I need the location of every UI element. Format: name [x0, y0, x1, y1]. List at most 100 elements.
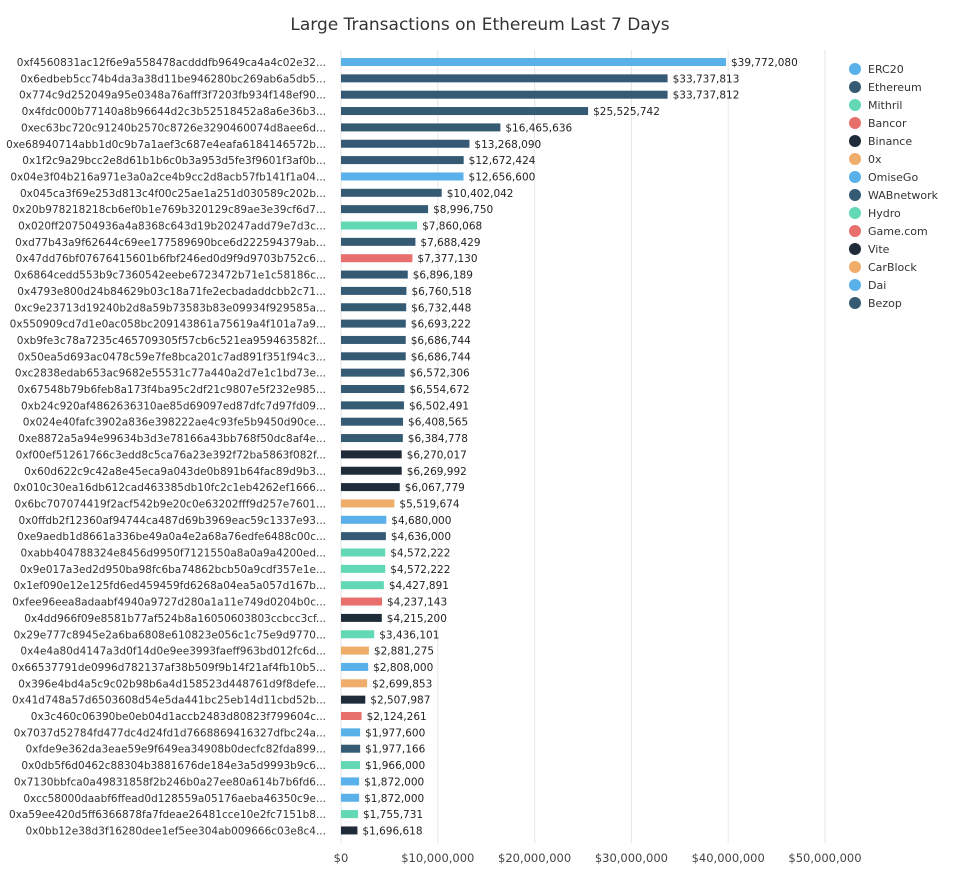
bar-value-label: $6,384,778: [408, 433, 468, 445]
category-labels: 0xf4560831ac12f6e9a558478acdddfb9649ca4a…: [6, 57, 326, 837]
legend-label: Bancor: [868, 117, 907, 130]
bar-value-label: $6,502,491: [409, 400, 469, 412]
bar: [341, 74, 668, 83]
bar: [341, 319, 406, 328]
bar-value-label: $16,465,636: [505, 122, 572, 134]
bar: [341, 254, 413, 263]
bar-category-label: 0x47dd76bf07676415601b6fbf246ed0d9f9d970…: [16, 253, 326, 265]
legend-label: Binance: [868, 135, 912, 148]
bar-category-label: 0x1f2c9a29bcc2e8d61b1b6c0b3a953d5fe3f960…: [22, 155, 326, 167]
legend-label: Hydro: [868, 207, 901, 220]
bar-category-label: 0xa59ee420d5ff6366878fa7fdeae26481cce10e…: [9, 809, 326, 821]
bar-category-label: 0x550909cd7d1e0ac058bc209143861a75619a4f…: [10, 319, 326, 331]
bar: [341, 483, 400, 492]
bar-value-label: $33,737,813: [673, 73, 740, 85]
x-tick-label: $30,000,000: [595, 851, 668, 865]
x-tick-label: $0: [334, 851, 349, 865]
legend-swatch: [849, 297, 861, 309]
bar-value-label: $6,067,779: [405, 482, 465, 494]
bar-category-label: 0x4793e800d24b84629b03c18a71fe2ecbadaddc…: [17, 286, 326, 298]
bar: [341, 499, 395, 508]
bar-value-label: $6,554,672: [409, 384, 469, 396]
bar-category-label: 0xabb404788324e8456d9950f7121550a8a0a9a4…: [21, 548, 326, 560]
legend: ERC20 Ethereum Mithril Bancor Binance 0x Omise…: [849, 63, 939, 310]
bar: [341, 548, 386, 557]
bar-value-label: $12,656,600: [469, 171, 536, 183]
bar-category-label: 0x0ffdb2f12360af94744ca487d69b3969eac59c…: [19, 515, 326, 527]
bar-category-label: 0xc2838edab653ac9682e55531c77a440a2d7e1c…: [15, 368, 326, 380]
bar-category-label: 0xf4560831ac12f6e9a558478acdddfb9649ca4a…: [17, 57, 326, 69]
bar-category-label: 0xfde9e362da3eae59e9f649ea34908b0decfc82…: [26, 744, 327, 756]
bar: [341, 58, 726, 66]
bar-value-label: $1,977,166: [365, 744, 425, 756]
bar-category-label: 0x010c30ea16db612cad463385db10fc2c1eb426…: [13, 482, 326, 494]
bar-category-label: 0x020ff207504936a4a8368c643d19b20247add7…: [18, 221, 326, 233]
bar-category-label: 0x0db5f6d0462c88304b3881676de184e3a5d999…: [21, 760, 326, 772]
bar: [341, 466, 402, 475]
bar-category-label: 0xe9aedb1d8661a336be49a0a4e2a68a76edfe64…: [17, 531, 326, 543]
bar: [341, 728, 361, 737]
bar-value-label: $8,996,750: [433, 204, 493, 216]
bar: [341, 237, 416, 246]
bar: [341, 123, 501, 132]
bar-category-label: 0xc9e23713d19240b2d8a59b73583b83e09934f9…: [14, 302, 326, 314]
bar-value-label: $2,699,853: [372, 678, 432, 690]
bar-category-label: 0x60d622c9c42a8e45eca9a043de0b891b64fac8…: [24, 466, 326, 478]
bar-category-label: 0x4dd966f09e8581b77af524b8a16050603803cc…: [24, 613, 326, 625]
bar-value-label: $4,237,143: [387, 597, 447, 609]
legend-label: Vite: [868, 243, 890, 256]
bar: [341, 777, 360, 786]
legend-swatch: [849, 261, 861, 273]
bar-value-label: $7,377,130: [417, 253, 477, 265]
bar: [341, 303, 407, 312]
bar: [341, 646, 369, 655]
legend-label: Ethereum: [868, 81, 922, 94]
legend-label: Bezop: [868, 297, 902, 310]
bar: [341, 744, 361, 753]
bar: [341, 712, 362, 720]
legend-swatch: [849, 207, 861, 219]
bar-value-label: $6,269,992: [407, 466, 467, 478]
x-tick-label: $20,000,000: [498, 851, 571, 865]
bar-category-label: 0xec63bc720c91240b2570c8726e3290460074d8…: [21, 122, 326, 134]
bar-category-label: 0x045ca3f69e253d813c4f00c25ae1a251d03058…: [20, 188, 326, 200]
bar-value-label: $5,519,674: [399, 498, 459, 510]
bar: [341, 810, 358, 819]
bar-value-label: $3,436,101: [379, 629, 439, 641]
bar-value-label: $7,860,068: [422, 221, 482, 233]
bar-category-label: 0x1ef090e12e125fd6ed459459fd6268a04ea5a0…: [13, 580, 326, 592]
legend-label: ERC20: [868, 63, 904, 76]
bar-value-label: $6,572,306: [410, 368, 470, 380]
legend-swatch: [849, 135, 861, 147]
bar: [341, 826, 358, 835]
legend-label: Dai: [868, 279, 886, 292]
bar: [341, 90, 668, 99]
bar-category-label: 0x4e4a80d4147a3d0f14d0e9ee3993faeff963bd…: [20, 646, 326, 658]
bar-value-label: $2,124,261: [367, 711, 427, 723]
bar: [341, 352, 406, 361]
bar-value-label: $2,881,275: [374, 646, 434, 658]
legend-swatch: [849, 153, 861, 165]
bar-value-label: $4,427,891: [389, 580, 449, 592]
legend-label: 0x: [868, 153, 882, 166]
legend-swatch: [849, 99, 861, 111]
bar-category-label: 0xe8872a5a94e99634b3d3e78166a43bb768f50d…: [18, 433, 326, 445]
bar-category-label: 0xd77b43a9f62644c69ee177589690bce6d22259…: [15, 237, 326, 249]
bar: [341, 417, 404, 426]
bar: [341, 564, 386, 573]
bar-category-label: 0x774c9d252049a95e0348a76afff3f7203fb934…: [19, 90, 326, 102]
value-labels: $39,772,080 $33,737,813 $33,737,812 $25,525…: [362, 57, 797, 837]
bar-category-label: 0xcc58000daabf6ffead0d128559a05176aeba46…: [23, 793, 326, 805]
bar-category-label: 0x6864cedd553b9c7360542eebe6723472b71e1c…: [14, 270, 326, 282]
legend-label: WABnetwork: [868, 189, 939, 202]
bar: [341, 532, 386, 541]
bar-value-label: $4,215,200: [387, 613, 447, 625]
bar: [341, 434, 403, 443]
bar-value-label: $6,686,744: [411, 335, 471, 347]
bar: [341, 679, 368, 688]
bar-value-label: $6,732,448: [411, 302, 471, 314]
bar-category-label: 0xb24c920af4862636310ae85d69097ed87dfc7d…: [21, 400, 326, 412]
bar-value-label: $10,402,042: [447, 188, 514, 200]
legend-swatch: [849, 225, 861, 237]
bar: [341, 581, 384, 590]
